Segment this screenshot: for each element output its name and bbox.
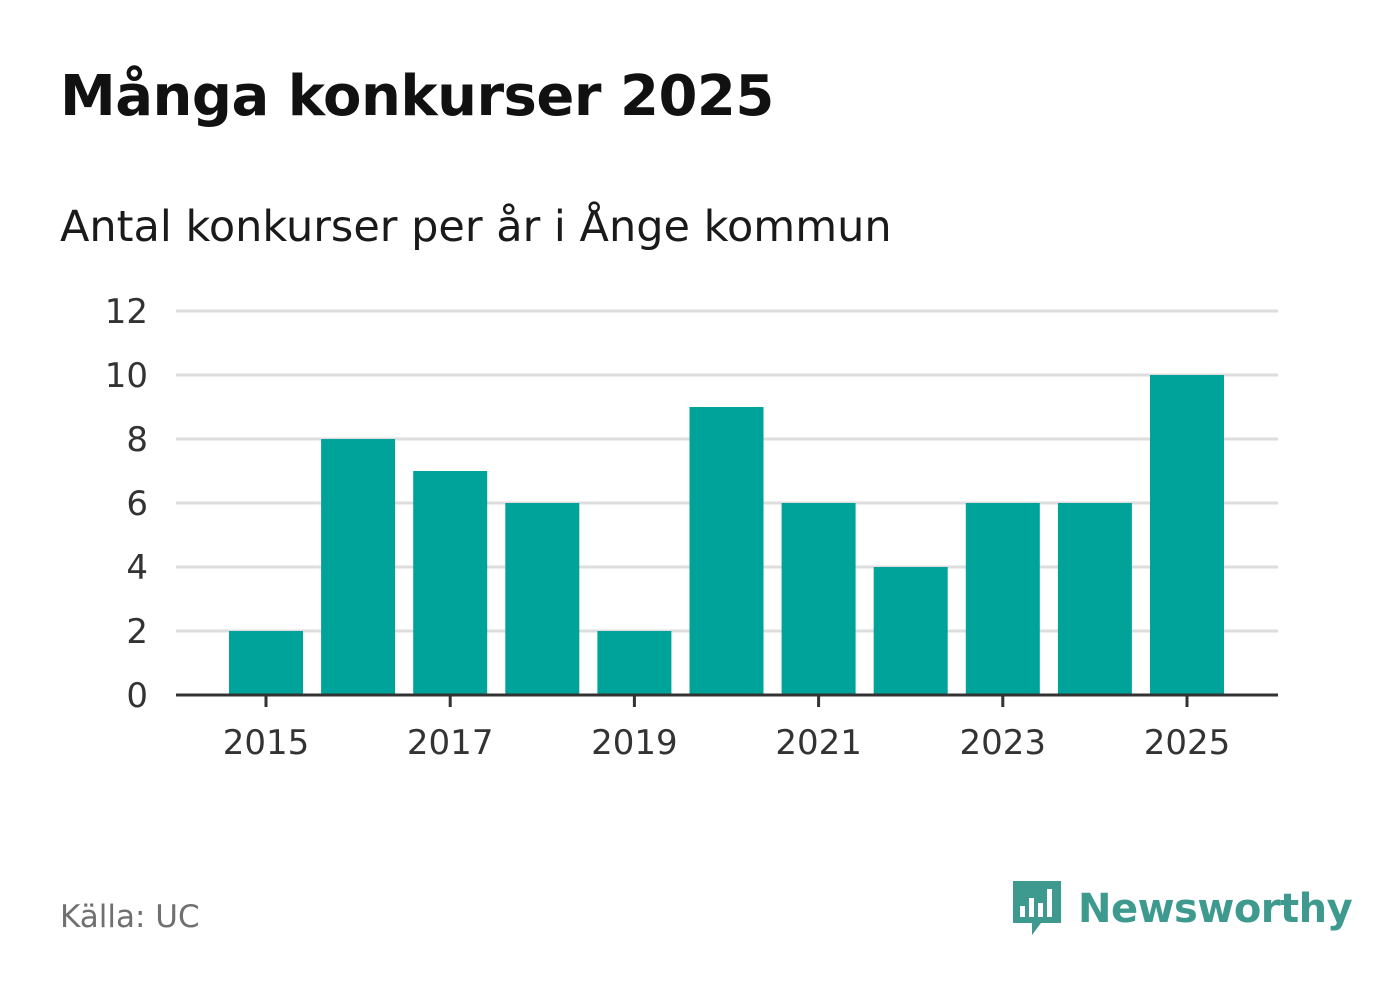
chart-subtitle: Antal konkurser per år i Ånge kommun [60,202,892,252]
bar-2022 [873,567,948,695]
x-tick-label: 2019 [591,723,678,763]
brand-name: Newsworthy [1078,886,1353,932]
bar-2024 [1057,503,1132,695]
bar-2025 [1150,375,1224,695]
source-note: Källa: UC [60,899,200,935]
bar-2020 [689,407,764,695]
y-tick-label: 8 [126,420,148,460]
x-tick-label: 2025 [1144,723,1231,763]
x-tick-label: 2017 [407,723,494,763]
y-tick-label: 4 [126,548,148,588]
bar-2015 [229,631,303,695]
bar-2018 [505,503,580,695]
axes [176,693,1278,707]
y-tick-label: 0 [126,676,148,716]
y-tick-label: 12 [105,292,148,332]
bar-chart-speech-bubble-icon [1013,881,1061,935]
bar-2021 [781,503,856,695]
bar-2023 [965,503,1040,695]
y-tick-label: 10 [105,356,148,396]
chart-title: Många konkurser 2025 [60,64,774,129]
tick-labels: 0 2 4 6 8 10 12 2015 2017 2019 2021 2023 2025 [105,292,1231,763]
bar-2017 [413,471,488,695]
y-tick-label: 2 [126,612,148,652]
bars [229,375,1224,695]
y-tick-label: 6 [126,484,148,524]
x-tick-label: 2015 [223,723,310,763]
bar-2019 [597,631,672,695]
brand-logo: Newsworthy [1010,878,1353,940]
x-tick-label: 2023 [960,723,1047,763]
x-tick-label: 2021 [775,723,862,763]
bar-2016 [321,439,396,695]
